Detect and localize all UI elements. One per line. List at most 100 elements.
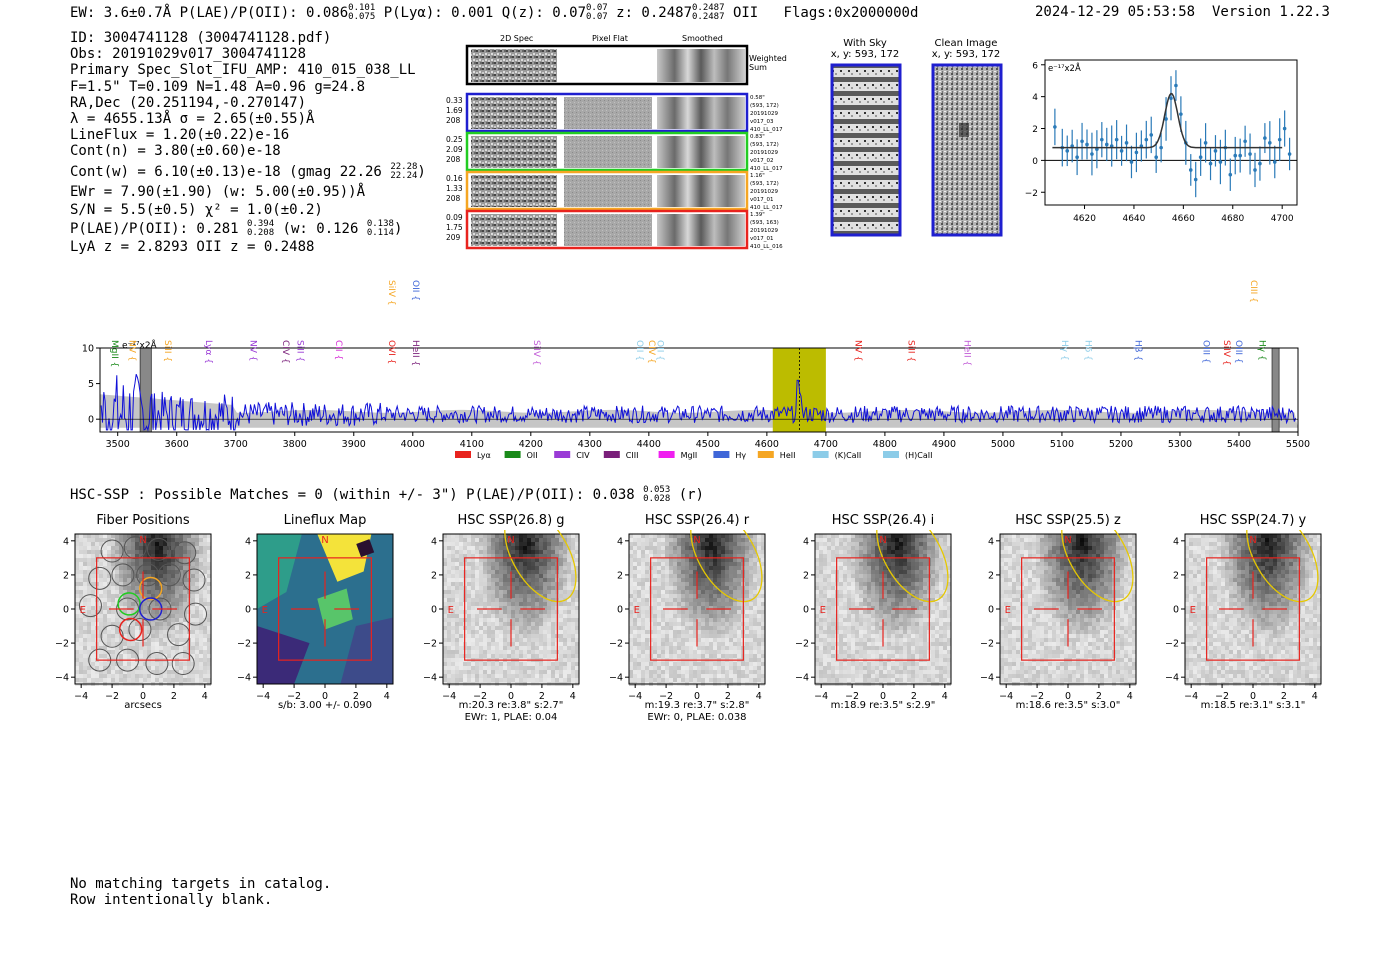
east-label: E [1005, 605, 1011, 616]
spectrum-legend-swatch [757, 451, 774, 458]
spectrum-line-label: CIV { [646, 340, 656, 364]
cutout-right-2-3: 20191029 [750, 150, 778, 156]
cutout-left-3-1: 0.16 [446, 174, 463, 183]
panel-ytick-label: −4 [1165, 673, 1179, 684]
fit-point [1263, 136, 1267, 140]
spectrum-line-label: NV { [127, 340, 137, 361]
panel-image: N E −4 −4 −2 −2 0 0 2 2 4 4 [423, 530, 580, 702]
fit-ytick-label: 0 [1032, 157, 1038, 167]
fit-point [1174, 83, 1178, 88]
spectrum-line-label: Hγ { [1257, 340, 1267, 361]
with-sky-xy: x, y: 593, 172 [830, 49, 900, 60]
east-label: E [262, 605, 268, 616]
north-label: N [1249, 535, 1256, 546]
fit-point [1193, 177, 1198, 182]
panel-ytick-label: −2 [795, 639, 809, 650]
fit-point [1268, 141, 1272, 145]
fit-ytick-label: 2 [1032, 125, 1038, 135]
header-z-range: 0.2487 0.2487 [692, 4, 725, 22]
east-label: E [820, 605, 826, 616]
panel-xtick-label: −4 [256, 691, 270, 702]
panel-xtick-label: 0 [1065, 691, 1071, 702]
fit-point [1253, 168, 1257, 172]
col-2d-spec: 2D Spec [500, 34, 534, 43]
cutout-right-3-2: (593, 172) [750, 181, 779, 187]
fit-point [1090, 152, 1094, 156]
hsc-summary-range: 0.053 0.028 [643, 486, 670, 504]
fit-point [1114, 137, 1119, 142]
spectrum-xtick-label: 4900 [932, 439, 956, 450]
panel-ytick-label: 0 [245, 605, 251, 616]
fit-point [1198, 155, 1203, 159]
fit-point [1238, 153, 1242, 158]
spectrum-xtick-label: 4100 [460, 439, 484, 450]
panel-ytick-label: −4 [980, 673, 994, 684]
info-contw-hi: 22.28 [390, 161, 418, 172]
spectrum-xtick-label: 4700 [814, 439, 838, 450]
panel-ytick-label: −2 [980, 639, 994, 650]
fit-point [1203, 141, 1208, 145]
footer-line-1: No matching targets in catalog. [70, 876, 332, 892]
spectrum-axes [99, 347, 1299, 433]
fit-point [1272, 160, 1277, 164]
spectrum-xtick-label: 4800 [873, 439, 897, 450]
info-plae-hi: 0.394 [247, 219, 275, 230]
spectrum-xtick-label: 3600 [165, 439, 189, 450]
panel-xtick-label: 0 [880, 691, 886, 702]
spectrum-line-label-top: CIII { [1248, 280, 1258, 303]
cutout-pixel-flat-1 [564, 97, 652, 129]
cutout-right-4-2: (593, 163) [750, 220, 779, 226]
cutout-right-2-4: v017_02 [750, 158, 774, 164]
spectrum-legend-label: Lyα [477, 451, 491, 460]
panel-ytick-label: −4 [609, 673, 623, 684]
spectrum-xtick-label: 4200 [519, 439, 543, 450]
panel-ytick-label: 0 [617, 605, 623, 616]
fit-point [1144, 137, 1149, 142]
spectrum-xtick-label: 5300 [1168, 439, 1192, 450]
cutout-left-2-2: 2.09 [446, 145, 463, 154]
info-ewr: EWr = 7.90(±1.90) (w: 5.00(±0.95))Å [70, 183, 366, 200]
spectrum-line-label-top: OII { [410, 280, 420, 301]
cutout-left-3-2: 1.33 [446, 184, 463, 193]
lineflux-low [257, 626, 310, 684]
fit-point [1277, 137, 1282, 142]
cutout-2d-spec-2 [471, 136, 557, 168]
info-contw: Cont(w) = 6.10(±0.13)e-18 (gmag 22.26 22… [70, 161, 426, 181]
fit-point [1124, 141, 1129, 145]
east-label: E [80, 605, 86, 616]
panel-ytick-label: −2 [423, 639, 437, 650]
search-box [836, 557, 930, 661]
cutout-2d-spec-4 [471, 214, 557, 246]
fiber-circle [184, 602, 208, 626]
east-label: E [1190, 605, 1196, 616]
imaging-panels: Fiber Positions N E −4 −4 −2 −2 0 0 2 2 4 4 arcsecs Li… [0, 510, 1400, 725]
panel-ytick-label: 2 [617, 570, 623, 581]
panel-ytick-label: −2 [55, 639, 69, 650]
fit-point [1104, 142, 1109, 147]
panel-title: HSC SSP(25.5) z [1015, 513, 1121, 528]
spectrum-line-label: SiIV { [1221, 340, 1231, 366]
spectrum-ytick-label: 10 [82, 344, 94, 355]
spectrum-ytick-label: 5 [88, 379, 94, 390]
panel-ytick-label: 0 [1173, 605, 1179, 616]
fit-point [1085, 142, 1089, 147]
fit-point [1134, 150, 1139, 155]
info-plae-range: 0.394 0.208 [247, 220, 274, 238]
panel-title: HSC SSP(26.4) r [644, 513, 750, 528]
panel-caption: m:18.5 re:3.1" s:3.1" [1165, 700, 1341, 712]
lineflux-region [257, 534, 302, 609]
clean-image-label: Clean Image [934, 38, 998, 49]
panel-image: N E −4 −4 −2 −2 0 0 2 2 4 4 [1165, 530, 1322, 702]
panel-image: N E −4 −4 −2 −2 0 0 2 2 4 4 [55, 533, 212, 702]
image-panel-2: Lineflux Map N E −4 −4 −2 −2 0 0 2 2 4 4 s/b: 3.00 +/… [237, 510, 417, 725]
spectrum-line-label: Hδ { [1083, 340, 1093, 361]
spectrum-line-label: SiII { [906, 340, 916, 362]
cutout-left-1-1: 0.33 [446, 96, 463, 105]
spectrum-xtick-label: 4500 [696, 439, 720, 450]
header-z: z: 0.2487 [616, 5, 692, 21]
panel-xtick-label: 2 [1281, 691, 1287, 702]
cutout-right-4-5: 410_LL_016 [750, 244, 783, 250]
fit-point [1208, 161, 1213, 166]
north-label: N [693, 535, 700, 546]
